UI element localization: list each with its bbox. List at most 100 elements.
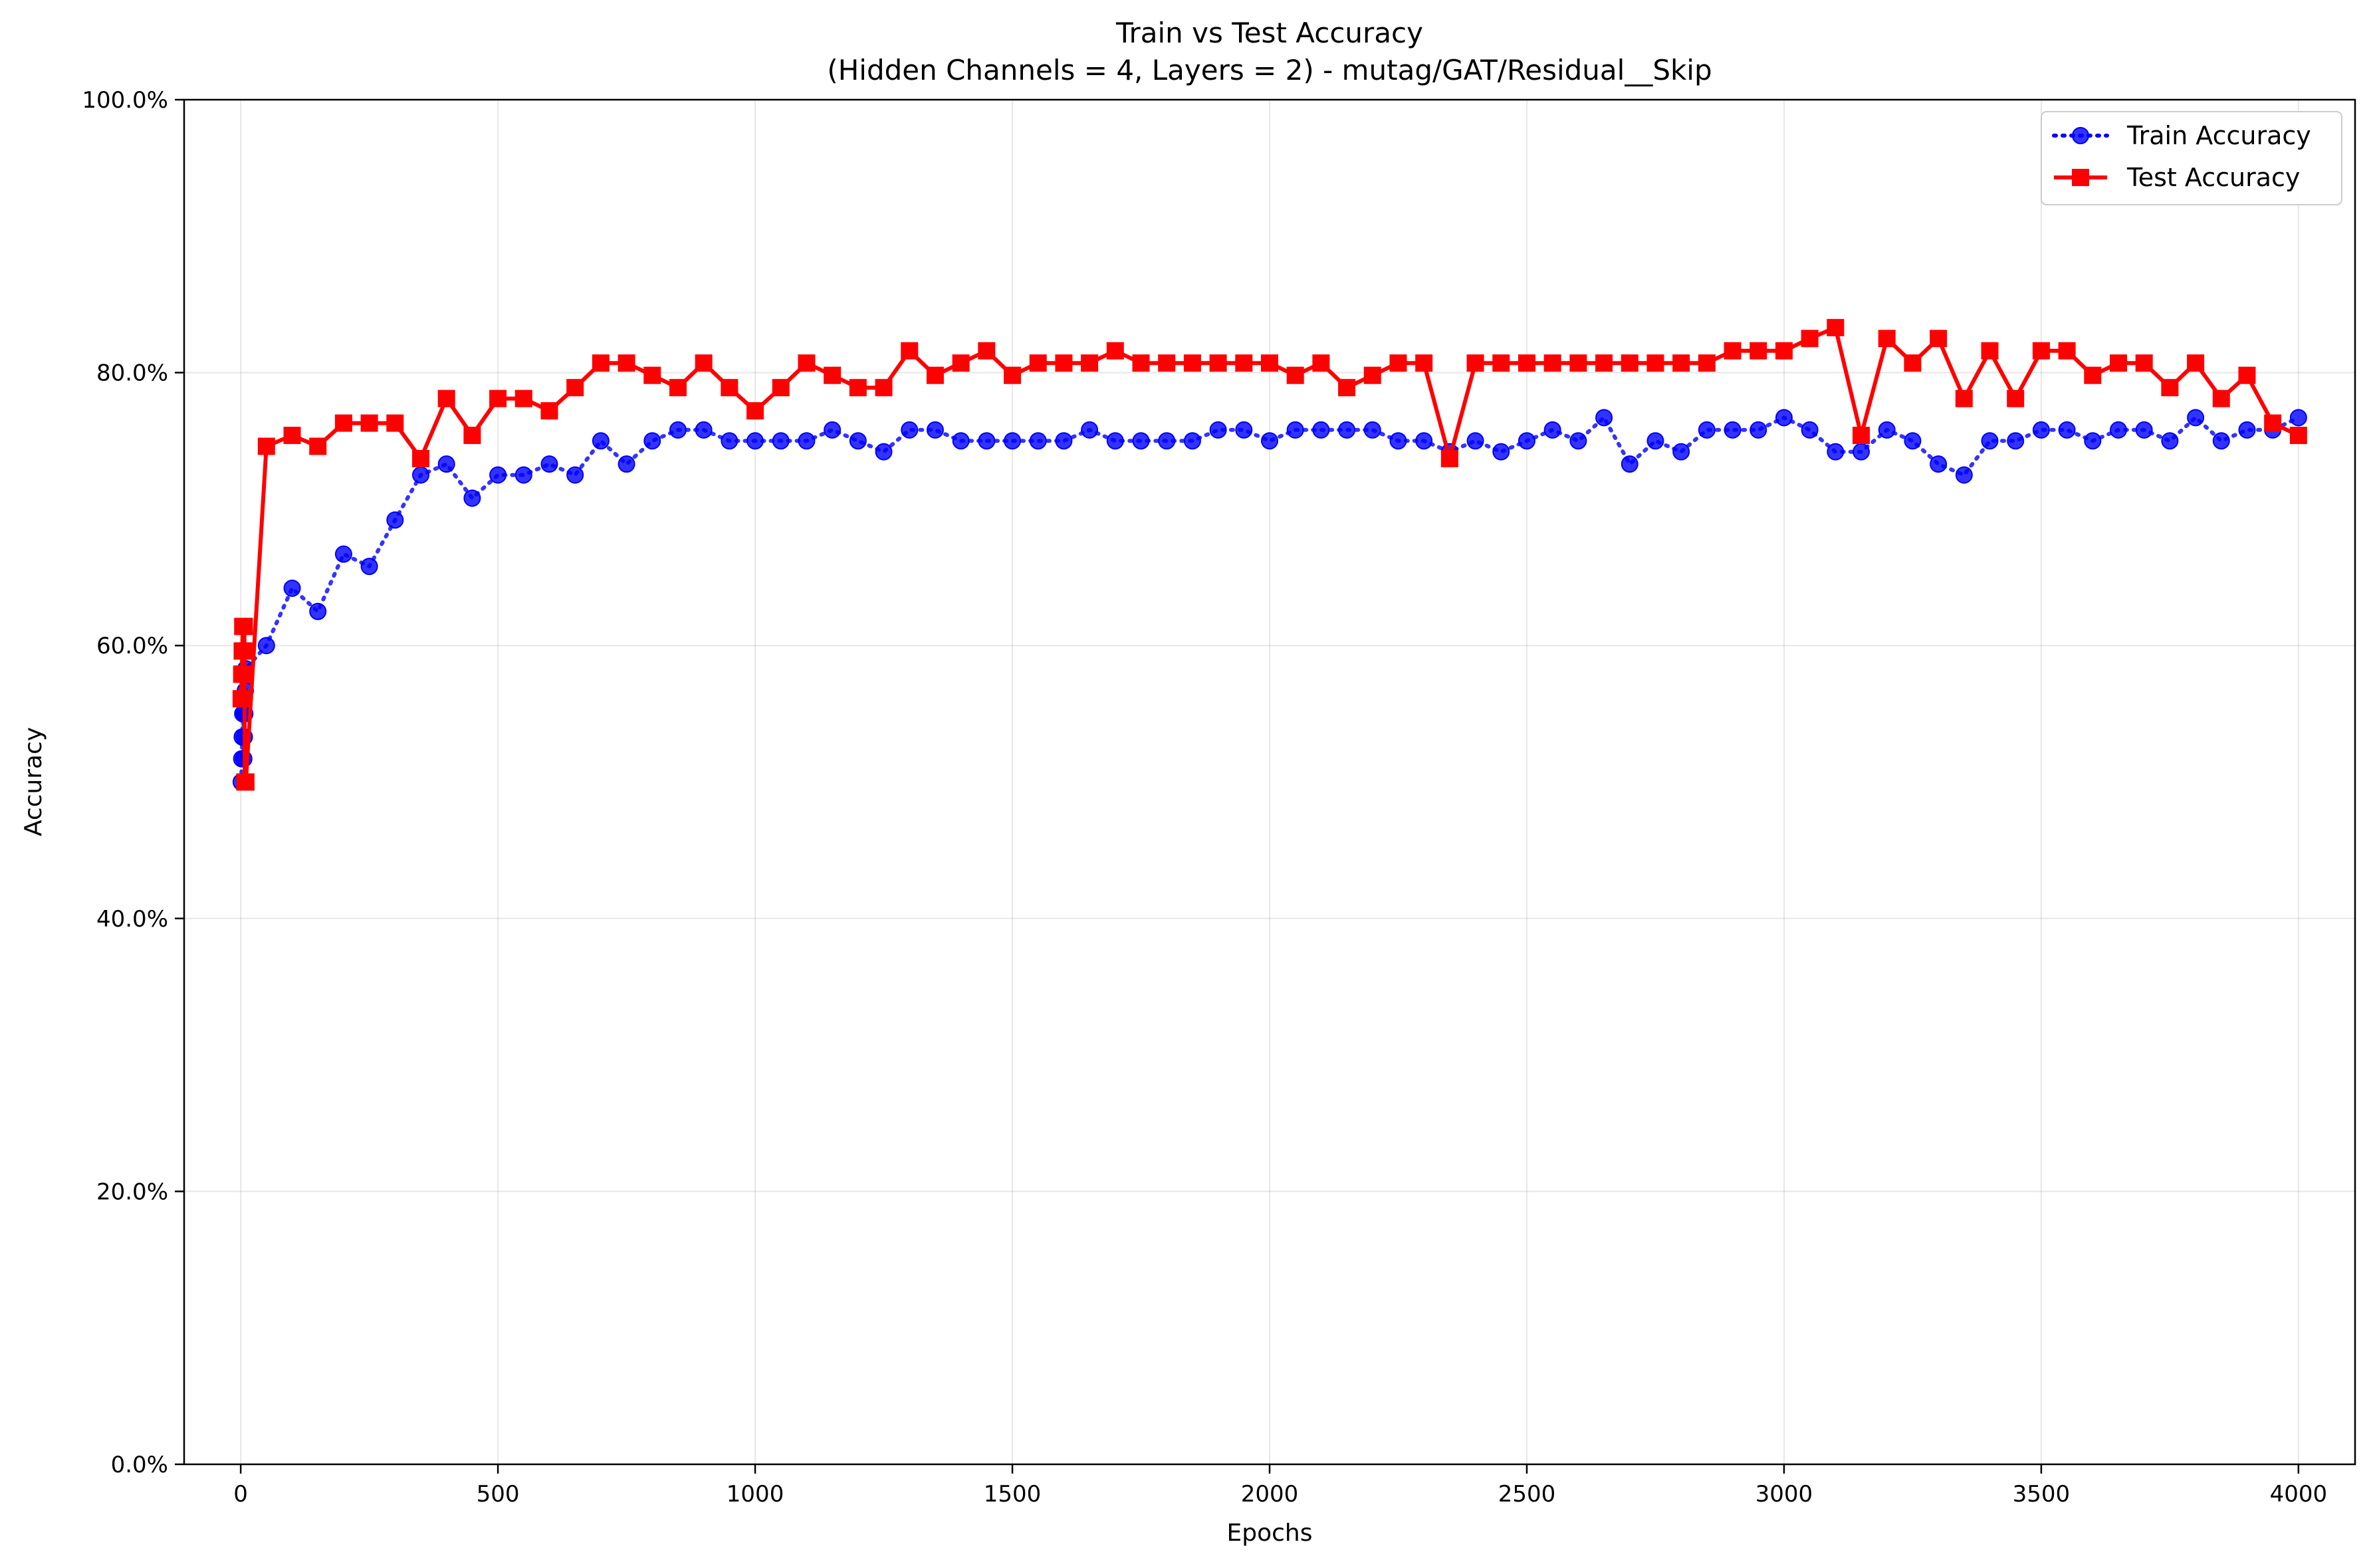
data-point: [669, 421, 687, 439]
data-point: [540, 402, 558, 420]
data-point: [2238, 421, 2256, 439]
data-point: [1492, 443, 1510, 461]
data-point: [798, 354, 816, 372]
data-point: [1106, 342, 1124, 360]
data-point: [1775, 409, 1793, 427]
data-point: [1621, 455, 1638, 473]
x-tick-label: 2000: [1241, 1481, 1299, 1508]
data-point: [1235, 421, 1253, 439]
data-point: [1055, 432, 1073, 450]
data-point: [257, 637, 275, 655]
data-point: [437, 455, 455, 473]
chart-subtitle: (Hidden Channels = 4, Layers = 2) - muta…: [827, 54, 1712, 86]
legend-test-marker: [2072, 169, 2089, 186]
y-tick-label: 0.0%: [111, 1452, 168, 1478]
data-point: [978, 342, 996, 360]
data-point: [2032, 421, 2050, 439]
x-tick-label: 3500: [2013, 1481, 2071, 1508]
data-point: [1440, 449, 1458, 467]
x-tick-label: 3000: [1755, 1481, 1813, 1508]
data-point: [849, 379, 867, 397]
data-point: [1904, 432, 1922, 450]
data-point: [2289, 427, 2307, 445]
data-point: [1029, 432, 1047, 450]
data-point: [1389, 354, 1407, 372]
data-point: [1261, 432, 1278, 450]
data-point: [669, 379, 687, 397]
data-point: [2032, 342, 2050, 360]
data-point: [2007, 432, 2025, 450]
data-point: [2212, 432, 2230, 450]
data-point: [1286, 366, 1304, 384]
data-point: [772, 379, 790, 397]
data-point: [514, 466, 532, 484]
data-point: [463, 489, 481, 507]
x-axis-ticks: 0 500 1000 1500 2000 2500 3000 3500 4000: [233, 1464, 2327, 1508]
data-point: [437, 390, 455, 407]
data-point: [1646, 432, 1664, 450]
data-point: [1569, 432, 1587, 450]
data-point: [952, 354, 970, 372]
data-point: [1672, 354, 1690, 372]
data-point: [1827, 318, 1845, 336]
data-point: [1312, 421, 1330, 439]
data-point: [926, 366, 944, 384]
data-point: [232, 690, 250, 708]
x-tick-label: 0: [233, 1481, 248, 1508]
y-tick-label: 40.0%: [96, 906, 168, 933]
data-point: [1235, 354, 1253, 372]
data-point: [1029, 354, 1047, 372]
data-point: [1261, 354, 1278, 372]
data-point: [1492, 354, 1510, 372]
data-point: [901, 342, 919, 360]
data-point: [592, 432, 610, 450]
data-point: [1338, 421, 1356, 439]
x-tick-label: 1000: [727, 1481, 784, 1508]
data-point: [1363, 421, 1381, 439]
data-point: [1543, 421, 1561, 439]
data-point: [1955, 390, 1973, 407]
x-tick-label: 2500: [1498, 1481, 1556, 1508]
data-point: [1415, 432, 1433, 450]
data-point: [1775, 342, 1793, 360]
data-point: [618, 354, 635, 372]
data-point: [489, 466, 507, 484]
data-point: [2289, 409, 2307, 427]
data-point: [1209, 354, 1227, 372]
data-point: [1930, 455, 1948, 473]
data-point: [1595, 409, 1613, 427]
data-point: [849, 432, 867, 450]
data-point: [721, 379, 738, 397]
data-point: [235, 617, 253, 635]
data-point: [1518, 432, 1535, 450]
data-point: [360, 414, 378, 432]
data-point: [643, 432, 661, 450]
data-point: [643, 366, 661, 384]
y-tick-label: 100.0%: [82, 87, 168, 114]
data-point: [2007, 390, 2025, 407]
data-point: [1466, 432, 1484, 450]
data-point: [1955, 466, 1973, 484]
data-point: [463, 427, 481, 445]
legend-test-label: Test Accuracy: [2126, 163, 2300, 192]
data-point: [1724, 342, 1742, 360]
chart-title: Train vs Test Accuracy: [1115, 17, 1423, 49]
data-point: [386, 414, 404, 432]
data-point: [1132, 432, 1150, 450]
legend: Train Accuracy Test Accuracy: [2041, 111, 2342, 205]
data-point: [746, 432, 764, 450]
data-point: [1827, 443, 1845, 461]
y-axis-label: Accuracy: [20, 727, 47, 836]
data-point: [1698, 354, 1716, 372]
data-point: [309, 437, 327, 455]
data-point: [1878, 330, 1896, 348]
data-point: [1081, 421, 1099, 439]
data-point: [1698, 421, 1716, 439]
data-point: [1055, 354, 1073, 372]
data-point: [2135, 421, 2153, 439]
y-axis-ticks: 0.0% 20.0% 40.0% 60.0% 80.0% 100.0%: [82, 87, 184, 1478]
data-point: [1801, 421, 1819, 439]
data-point: [926, 421, 944, 439]
data-point: [1312, 354, 1330, 372]
